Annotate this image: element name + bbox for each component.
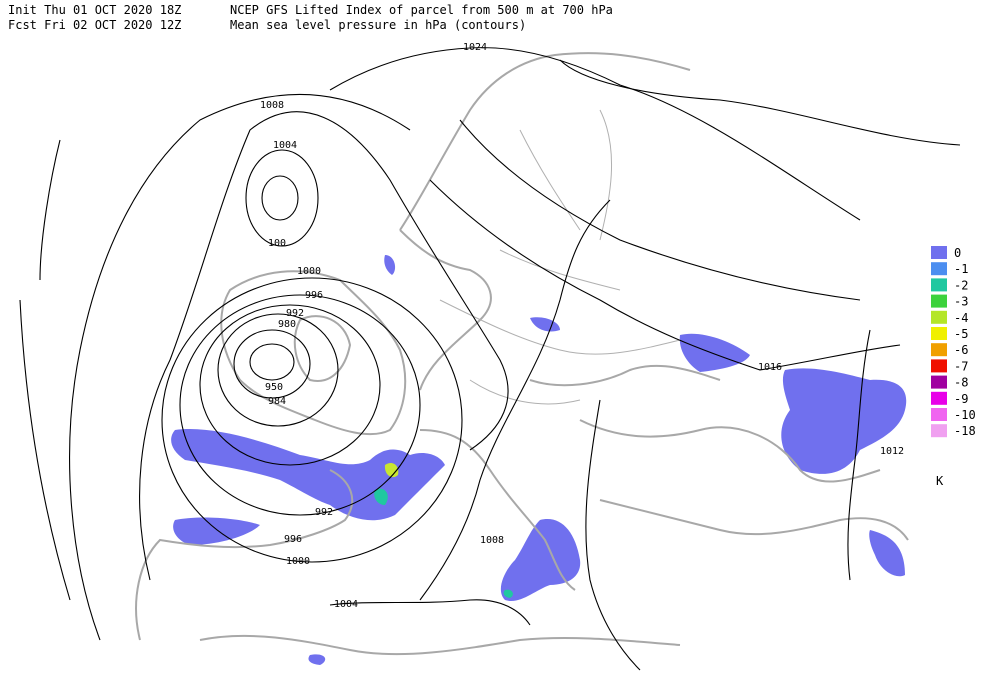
isobar — [419, 199, 611, 601]
legend-swatch — [931, 375, 947, 389]
isobar — [245, 149, 319, 247]
coastline — [529, 364, 721, 387]
legend-label: -18 — [954, 424, 976, 438]
legend-swatch — [931, 424, 947, 438]
isobar — [261, 175, 299, 221]
isobar-label: 996 — [284, 534, 302, 545]
isobar — [847, 329, 871, 581]
shaded-area — [308, 654, 326, 665]
shaded-area-core — [503, 589, 513, 598]
legend-swatch — [931, 391, 947, 405]
shaded-area-core — [384, 463, 399, 478]
legend-label: -5 — [954, 327, 968, 341]
border — [439, 109, 681, 405]
legend-label: -4 — [954, 311, 968, 325]
legend-label: -3 — [954, 295, 968, 309]
isobar — [217, 313, 339, 427]
shaded-area — [679, 333, 750, 372]
shaded-area — [530, 317, 560, 332]
init-time: Init Thu 01 OCT 2020 18Z — [8, 3, 181, 17]
isobar-label: 992 — [286, 308, 304, 319]
isobar-label: 1000 — [286, 556, 310, 567]
legend-swatch — [931, 408, 947, 421]
shaded-area — [869, 530, 905, 577]
isobar-label: 1016 — [758, 362, 782, 373]
legend-swatch — [931, 246, 947, 259]
coastline — [293, 315, 352, 382]
isobar — [329, 599, 531, 626]
isobars — [19, 47, 961, 671]
isobar — [459, 119, 861, 301]
shaded-area — [781, 368, 907, 474]
coastline — [599, 499, 909, 541]
legend-swatch — [931, 262, 947, 276]
forecast-time: Fcst Fri 02 OCT 2020 12Z — [8, 18, 181, 32]
isobar-label: 950 — [265, 382, 283, 393]
isobar-label: 1008 — [260, 100, 284, 111]
shaded-area — [173, 517, 260, 545]
legend-unit: K — [936, 474, 944, 488]
isobar — [69, 93, 411, 641]
legend-swatch — [931, 294, 947, 308]
isobar — [19, 139, 71, 601]
coastline — [135, 469, 354, 641]
isobar-label: 992 — [315, 507, 333, 518]
coastline — [399, 52, 691, 231]
legend-swatch — [931, 310, 947, 324]
legend-label: -6 — [954, 343, 968, 357]
legend-label: 0 — [954, 246, 961, 260]
legend-label: -9 — [954, 392, 968, 406]
isobar — [429, 179, 901, 371]
legend: K 0 -1 -2 -3 -4 -5 -6 -7 -8 -9 -10 -18 — [931, 246, 976, 488]
isobar — [139, 111, 509, 581]
shaded-area — [171, 429, 445, 521]
isobar-label: 980 — [278, 319, 296, 330]
isobar-label: 996 — [305, 290, 323, 301]
legend-label: -2 — [954, 278, 968, 292]
shaded-areas — [171, 255, 907, 665]
contour-title: Mean sea level pressure in hPa (contours… — [230, 18, 526, 32]
isobar — [199, 304, 381, 466]
coastline — [199, 634, 681, 656]
isobar — [161, 277, 463, 563]
isobar — [233, 329, 311, 399]
legend-swatch — [931, 343, 947, 357]
isobar-labels: 1024 1008 1004 100 1000 996 992 980 950 … — [260, 42, 904, 610]
isobar — [179, 294, 421, 516]
coastline — [579, 419, 881, 483]
isobar-label: 1024 — [463, 42, 487, 53]
coastline — [419, 429, 576, 591]
legend-swatch — [931, 278, 947, 292]
legend-swatch — [931, 327, 947, 340]
legend-label: -10 — [954, 408, 976, 422]
isobar-label: 100 — [268, 238, 286, 249]
isobar-label: 1000 — [297, 266, 321, 277]
legend-label: -7 — [954, 359, 968, 373]
isobar-label: 1004 — [334, 599, 358, 610]
shaded-area — [384, 255, 396, 275]
isobar — [559, 59, 961, 146]
shaded-area-core — [374, 488, 388, 505]
isobar-label: 1012 — [880, 446, 904, 457]
isobar — [329, 47, 861, 221]
shaded-area — [500, 519, 581, 602]
legend-label: -8 — [954, 376, 968, 390]
coastline — [399, 229, 492, 391]
isobar — [249, 343, 295, 381]
isobar-label: 1004 — [273, 140, 297, 151]
isobar-label: 984 — [268, 396, 286, 407]
legend-label: -1 — [954, 262, 968, 276]
isobar-label: 1008 — [480, 535, 504, 546]
isobar — [585, 399, 641, 671]
field-title: NCEP GFS Lifted Index of parcel from 500… — [230, 3, 613, 17]
legend-swatch — [931, 359, 947, 373]
